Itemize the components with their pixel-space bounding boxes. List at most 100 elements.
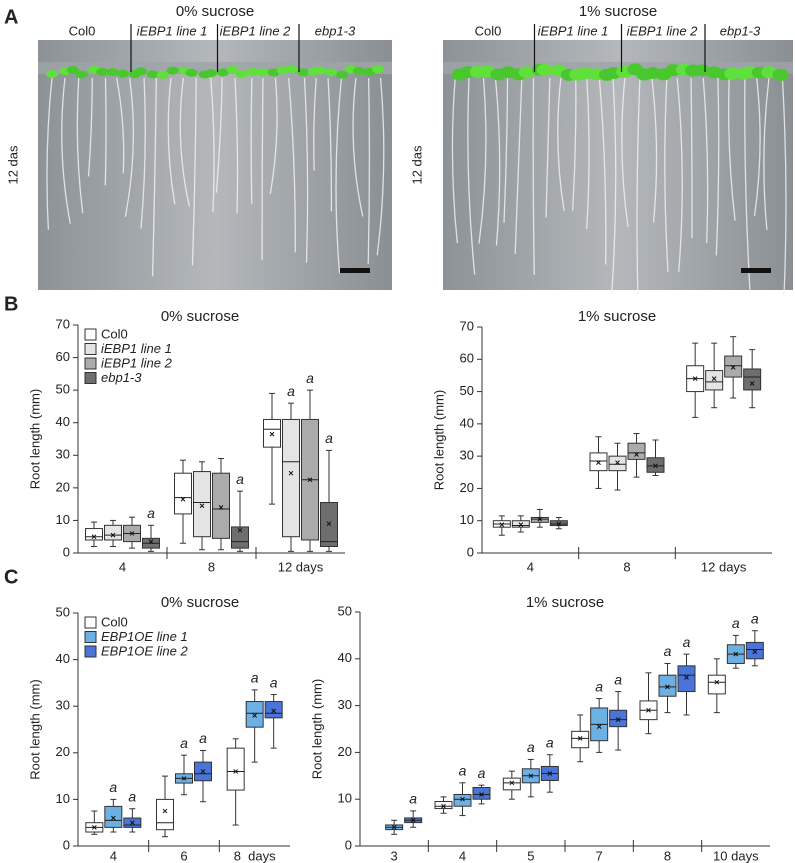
significance-label: a: [180, 735, 188, 751]
box: [263, 418, 281, 448]
y-tick-label: 20: [338, 744, 352, 759]
box: [589, 452, 608, 472]
mean-cross: [518, 522, 524, 527]
significance-label: a: [595, 678, 603, 694]
y-tick-label: 0: [345, 837, 352, 852]
root: [376, 77, 385, 256]
mean-cross: [528, 773, 534, 779]
mean-marker: [752, 649, 758, 655]
genotype-label: ebp1-3: [720, 23, 761, 38]
y-tick-label: 20: [460, 480, 474, 495]
chart-title: 0% sucrose: [161, 594, 239, 611]
y-tick-label: 10: [56, 512, 70, 527]
side-label: 12 das: [409, 145, 424, 185]
y-tick-label: 10: [460, 512, 474, 527]
root: [451, 77, 458, 244]
mean-marker: [237, 527, 243, 533]
mean-marker: [537, 516, 543, 522]
y-tick-label: 0: [63, 544, 70, 559]
mean-cross: [237, 527, 243, 533]
box: [745, 641, 764, 660]
mean-marker: [129, 820, 135, 826]
significance-label: a: [732, 615, 740, 631]
root: [116, 77, 125, 174]
mean-cross: [460, 796, 465, 802]
y-tick-label: 30: [460, 448, 474, 463]
seedling: [204, 69, 217, 78]
box: [320, 502, 338, 547]
mean-cross: [269, 431, 275, 437]
y-tick-label: 40: [56, 651, 70, 666]
seedling: [235, 70, 248, 79]
y-tick-label: 20: [56, 744, 70, 759]
mean-marker: [499, 522, 505, 527]
mean-marker: [479, 792, 484, 797]
box: [85, 528, 103, 541]
seedling: [353, 66, 366, 75]
seedling: [226, 65, 239, 74]
box: [705, 370, 724, 391]
box: [104, 524, 122, 541]
root: [191, 77, 197, 266]
box: [677, 665, 696, 693]
y-tick-label: 60: [460, 351, 474, 366]
seedling: [66, 66, 79, 75]
x-tick-label: 10 days: [713, 848, 759, 863]
mean-cross: [547, 771, 553, 776]
significance-label: a: [683, 634, 691, 650]
mean-cross: [307, 477, 313, 483]
seedling: [518, 66, 535, 79]
mean-marker: [269, 431, 275, 437]
box: [245, 701, 264, 728]
seedling: [372, 65, 385, 74]
x-tick-label: 4: [527, 559, 534, 574]
box: [212, 472, 230, 539]
mean-marker: [733, 651, 739, 657]
mean-cross: [91, 534, 97, 540]
mean-cross: [596, 724, 602, 730]
significance-label: a: [199, 730, 207, 746]
root: [61, 77, 71, 224]
root: [557, 77, 565, 211]
mean-marker: [509, 780, 515, 786]
mean-cross: [271, 708, 277, 714]
y-tick-label: 50: [56, 382, 70, 397]
mean-marker: [199, 503, 205, 509]
y-tick-label: 0: [63, 837, 70, 852]
side-label: 12 das: [5, 145, 20, 185]
chart-title: 1% sucrose: [578, 308, 656, 325]
root: [727, 77, 736, 221]
mean-cross: [752, 649, 758, 655]
mean-cross: [129, 531, 135, 536]
significance-label: a: [109, 779, 117, 795]
mean-marker: [307, 477, 313, 483]
significance-label: a: [409, 791, 417, 807]
genotype-label: iEBP1 line 2: [220, 23, 292, 38]
mean-cross: [537, 516, 543, 522]
root: [167, 77, 176, 205]
mean-cross: [129, 820, 135, 826]
y-tick-label: 30: [56, 698, 70, 713]
seedling: [314, 66, 327, 75]
agar-plate: [443, 40, 793, 290]
root: [313, 77, 317, 171]
box: [743, 368, 762, 391]
root: [210, 77, 215, 213]
panel-label: C: [4, 566, 18, 588]
mean-marker: [129, 531, 135, 536]
root: [781, 77, 787, 296]
root: [467, 77, 476, 275]
y-tick-label: 50: [338, 603, 352, 618]
mean-cross: [733, 651, 739, 657]
box: [193, 471, 211, 538]
box: [502, 777, 521, 791]
mean-marker: [180, 496, 186, 502]
mean-cross: [391, 824, 397, 830]
y-tick-label: 30: [56, 447, 70, 462]
mean-cross: [200, 769, 206, 774]
root: [702, 77, 709, 244]
root: [611, 77, 617, 294]
box: [104, 805, 123, 828]
y-tick-label: 70: [460, 318, 474, 333]
seedling: [246, 68, 259, 77]
